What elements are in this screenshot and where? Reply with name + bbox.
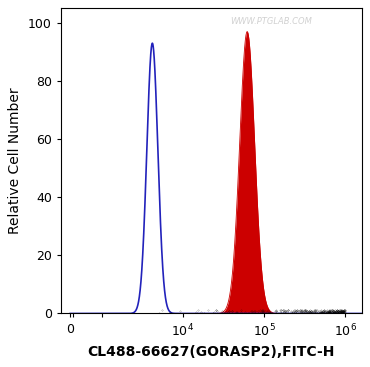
X-axis label: CL488-66627(GORASP2),FITC-H: CL488-66627(GORASP2),FITC-H [88, 345, 335, 359]
Y-axis label: Relative Cell Number: Relative Cell Number [9, 88, 22, 234]
Text: WWW.PTGLAB.COM: WWW.PTGLAB.COM [231, 18, 312, 26]
